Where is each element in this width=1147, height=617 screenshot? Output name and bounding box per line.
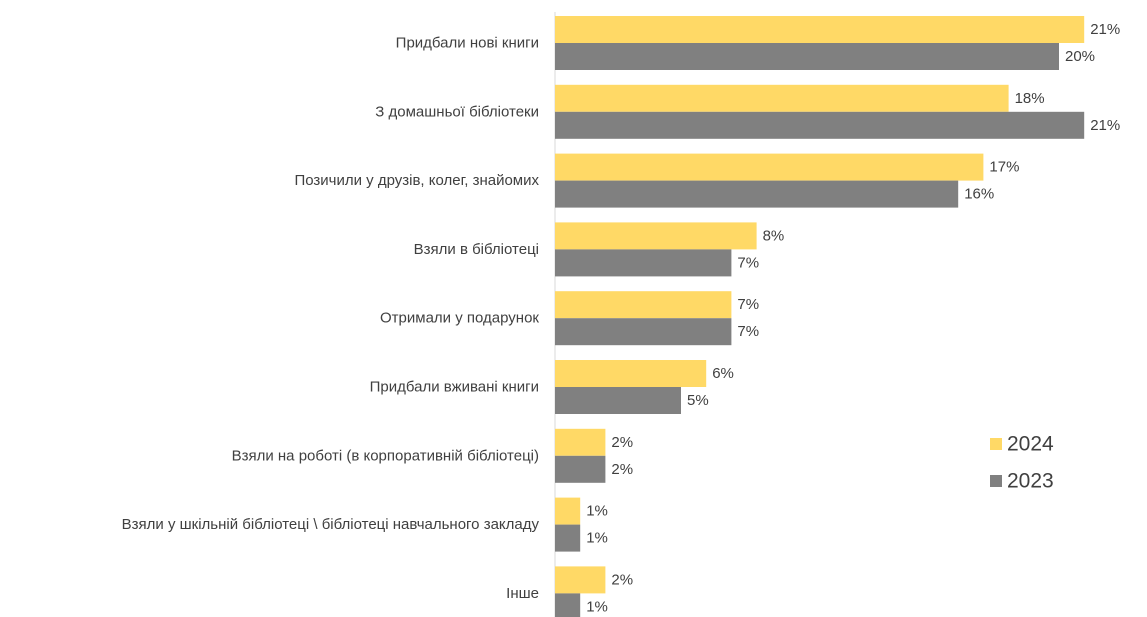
data-label-2024: 21% — [1090, 21, 1120, 38]
legend-swatch-2023 — [990, 475, 1002, 487]
category-label: Взяли в бібліотеці — [414, 241, 539, 258]
data-label-2023: 7% — [737, 323, 759, 340]
data-label-2024: 18% — [1015, 90, 1045, 107]
legend-swatch-2024 — [990, 438, 1002, 450]
bar-2023 — [555, 111, 1085, 139]
category-label: Придбали вживані книги — [370, 379, 539, 396]
bar-2023 — [555, 524, 581, 552]
data-label-2024: 2% — [611, 571, 633, 588]
bar-2023 — [555, 43, 1059, 70]
bar-2023 — [555, 180, 959, 208]
category-label: Отримали у подарунок — [380, 310, 539, 327]
bar-2023 — [555, 455, 606, 483]
bar-2024 — [555, 497, 581, 525]
bar-2023 — [555, 249, 732, 277]
bars-layer — [555, 16, 1085, 617]
bar-2024 — [555, 84, 1009, 112]
data-label-2024: 8% — [763, 227, 785, 244]
category-label: Інше — [506, 585, 539, 602]
data-label-2024: 6% — [712, 365, 734, 382]
legend-label-2023: 2023 — [1007, 470, 1054, 493]
data-label-2024: 7% — [737, 296, 759, 313]
data-label-2023: 1% — [586, 530, 608, 547]
data-label-2024: 17% — [989, 159, 1019, 176]
legend: 2024 2023 — [990, 433, 1054, 493]
bar-2023 — [555, 318, 732, 346]
data-label-2024: 1% — [586, 503, 608, 520]
data-label-2023: 21% — [1090, 117, 1120, 134]
data-label-2023: 1% — [586, 598, 608, 615]
category-label: Позичили у друзів, колег, знайомих — [294, 172, 539, 189]
data-label-2023: 7% — [737, 254, 759, 271]
data-label-2023: 2% — [611, 461, 633, 478]
data-label-2023: 16% — [964, 186, 994, 203]
data-label-2023: 5% — [687, 392, 709, 409]
bar-2024 — [555, 222, 757, 250]
data-label-2024: 2% — [611, 434, 633, 451]
bar-2024 — [555, 566, 606, 594]
category-label: Взяли у шкільній бібліотеці \ бібліотеці… — [122, 516, 540, 533]
legend-label-2024: 2024 — [1007, 433, 1054, 456]
bar-2023 — [555, 387, 681, 414]
bar-2024 — [555, 291, 732, 319]
category-label: З домашньої бібліотеки — [375, 103, 539, 120]
bar-2023 — [555, 593, 581, 617]
labels-layer: Придбали нові книги 21% 20% З домашньої біб… — [122, 21, 1121, 615]
bar-2024 — [555, 16, 1085, 43]
bar-2024 — [555, 360, 707, 387]
category-label: Придбали нові книги — [396, 35, 539, 52]
bar-2024 — [555, 428, 606, 456]
category-label: Взяли на роботі (в корпоративній бібліот… — [232, 447, 539, 464]
bar-2024 — [555, 153, 984, 181]
data-label-2023: 20% — [1065, 48, 1095, 65]
